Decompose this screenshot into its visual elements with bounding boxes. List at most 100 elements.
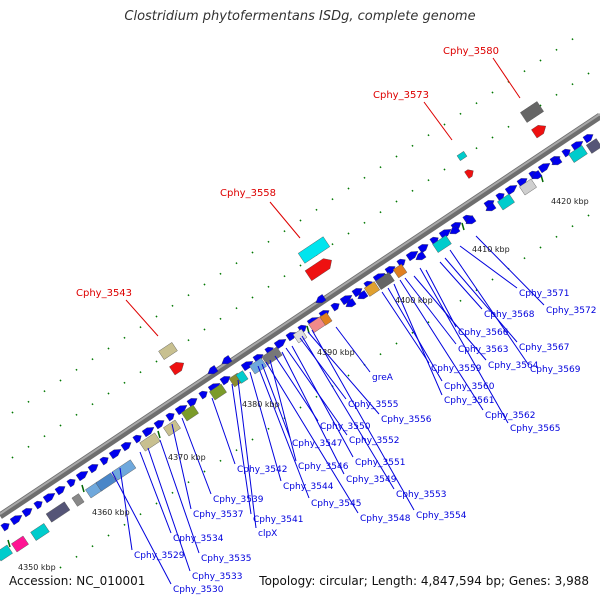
- gene-label-cphy-3553[interactable]: Cphy_3553: [396, 490, 446, 500]
- gene-label-cphy-3572[interactable]: Cphy_3572: [546, 306, 596, 316]
- gene-label-cphy-3552[interactable]: Cphy_3552: [349, 436, 399, 446]
- forward-gene-arrow[interactable]: [165, 411, 177, 422]
- reverse-gene-box[interactable]: [45, 501, 71, 523]
- reverse-gene-arrow[interactable]: [484, 202, 497, 213]
- gene-label-cphy-3542[interactable]: Cphy_3542: [237, 465, 287, 475]
- forward-gene-arrow[interactable]: [99, 455, 111, 466]
- upper-gene-cphy-3543[interactable]: [158, 342, 178, 360]
- reverse-gene-box[interactable]: [111, 459, 137, 481]
- reverse-gene-box[interactable]: [181, 404, 199, 422]
- reverse-gene-box[interactable]: [585, 138, 600, 154]
- reverse-gene-box[interactable]: [139, 432, 161, 452]
- reverse-gene-arrow[interactable]: [448, 225, 461, 236]
- forward-gene-arrow[interactable]: [330, 301, 342, 312]
- gene-label-cphy-3543[interactable]: Cphy_3543: [76, 288, 132, 299]
- reverse-gene-box[interactable]: [292, 328, 308, 344]
- forward-gene-arrow[interactable]: [33, 499, 45, 510]
- gene-label-cphy-3573[interactable]: Cphy_3573: [373, 90, 429, 101]
- forward-gene-arrow[interactable]: [504, 182, 519, 196]
- gene-label-cphy-3533[interactable]: Cphy_3533: [192, 572, 242, 582]
- gene-label-cphy-3555[interactable]: Cphy_3555: [348, 400, 398, 410]
- gene-label-cphy-3530[interactable]: Cphy_3530: [173, 585, 224, 595]
- gene-label-cphy-3564[interactable]: Cphy_3564: [488, 361, 539, 371]
- upper-gene-cphy-3573[interactable]: [456, 151, 468, 161]
- forward-gene-arrow[interactable]: [75, 468, 90, 482]
- forward-gene-arrow[interactable]: [0, 521, 12, 532]
- reverse-gene-arrow[interactable]: [314, 294, 327, 305]
- forward-gene-arrow[interactable]: [339, 292, 354, 306]
- forward-gene-arrow[interactable]: [174, 402, 189, 416]
- gene-label-cphy-3565[interactable]: Cphy_3565: [510, 424, 560, 434]
- gene-label-cphy-3544[interactable]: Cphy_3544: [283, 482, 334, 492]
- upper-gene-cphy-3580[interactable]: [520, 101, 544, 123]
- forward-gene-arrow[interactable]: [132, 433, 144, 444]
- reverse-gene-box[interactable]: [71, 493, 85, 507]
- reverse-gene-box[interactable]: [261, 346, 283, 366]
- gene-label-cphy-3546[interactable]: Cphy_3546: [298, 462, 349, 472]
- gene-label-cphy-3563[interactable]: Cphy_3563: [458, 345, 508, 355]
- forward-gene-arrow[interactable]: [186, 396, 199, 408]
- forward-gene-arrow[interactable]: [153, 418, 166, 430]
- reverse-gene-box[interactable]: [11, 535, 29, 553]
- reverse-gene-box[interactable]: [0, 544, 13, 562]
- gene-label-grea[interactable]: greA: [372, 373, 394, 383]
- gene-label-cphy-3541[interactable]: Cphy_3541: [253, 515, 303, 525]
- reverse-gene-arrow[interactable]: [206, 365, 219, 376]
- reverse-gene-arrow[interactable]: [550, 156, 563, 167]
- reverse-gene-box[interactable]: [432, 235, 452, 253]
- gene-label-cphy-3545[interactable]: Cphy_3545: [311, 499, 361, 509]
- reverse-gene-box[interactable]: [235, 370, 249, 384]
- upper-gene-arrow[interactable]: [304, 255, 335, 281]
- gene-label-cphy-3562[interactable]: Cphy_3562: [485, 411, 535, 421]
- gene-label-cphy-3571[interactable]: Cphy_3571: [519, 289, 569, 299]
- forward-gene-arrow[interactable]: [66, 477, 78, 488]
- forward-gene-arrow[interactable]: [120, 440, 133, 452]
- reverse-gene-box[interactable]: [163, 419, 181, 437]
- gene-label-cphy-3548[interactable]: Cphy_3548: [360, 514, 411, 524]
- reverse-gene-arrow[interactable]: [356, 290, 369, 301]
- gene-label-cphy-3534[interactable]: Cphy_3534: [173, 534, 224, 544]
- gene-label-cphy-3558[interactable]: Cphy_3558: [220, 188, 276, 199]
- forward-gene-arrow[interactable]: [561, 147, 573, 158]
- reverse-gene-box[interactable]: [30, 523, 50, 541]
- gene-label-cphy-3556[interactable]: Cphy_3556: [381, 415, 432, 425]
- gene-label-cphy-3559[interactable]: Cphy_3559: [431, 364, 482, 374]
- forward-gene-arrow[interactable]: [108, 446, 123, 460]
- reverse-gene-box[interactable]: [95, 472, 117, 492]
- reverse-gene-box[interactable]: [319, 312, 333, 326]
- upper-gene-arrow[interactable]: [464, 167, 475, 179]
- reverse-gene-box[interactable]: [363, 281, 381, 297]
- reverse-gene-arrow[interactable]: [414, 251, 427, 262]
- gene-label-cphy-3535[interactable]: Cphy_3535: [201, 554, 251, 564]
- forward-gene-arrow[interactable]: [405, 248, 420, 262]
- forward-gene-arrow[interactable]: [417, 242, 430, 254]
- forward-gene-arrow[interactable]: [9, 512, 24, 526]
- gene-label-cphy-3550[interactable]: Cphy_3550: [320, 422, 371, 432]
- gene-label-cphy-3549[interactable]: Cphy_3549: [346, 475, 397, 485]
- forward-gene-arrow[interactable]: [351, 286, 364, 298]
- reverse-gene-arrow[interactable]: [464, 215, 477, 226]
- reverse-gene-arrow[interactable]: [344, 298, 357, 309]
- gene-label-cphy-3551[interactable]: Cphy_3551: [355, 458, 405, 468]
- forward-gene-arrow[interactable]: [219, 374, 232, 386]
- gene-label-cphy-3547[interactable]: Cphy_3547: [292, 439, 342, 449]
- gene-label-cphy-3580[interactable]: Cphy_3580: [443, 46, 499, 57]
- forward-gene-arrow[interactable]: [198, 389, 210, 400]
- reverse-gene-box[interactable]: [519, 178, 537, 196]
- reverse-gene-box[interactable]: [375, 272, 395, 290]
- upper-gene-arrow[interactable]: [531, 122, 548, 139]
- forward-gene-arrow[interactable]: [141, 424, 156, 438]
- upper-gene-cphy-3558[interactable]: [297, 236, 331, 264]
- forward-gene-arrow[interactable]: [582, 132, 595, 144]
- reverse-gene-box[interactable]: [568, 145, 588, 163]
- reverse-gene-arrow[interactable]: [220, 355, 233, 366]
- forward-gene-arrow[interactable]: [570, 138, 585, 152]
- gene-label-cphy-3537[interactable]: Cphy_3537: [193, 510, 243, 520]
- reverse-gene-box[interactable]: [392, 263, 408, 279]
- gene-label-cphy-3560[interactable]: Cphy_3560: [444, 382, 495, 392]
- forward-gene-arrow[interactable]: [54, 484, 67, 496]
- gene-label-cphy-3529[interactable]: Cphy_3529: [134, 551, 185, 561]
- forward-gene-arrow[interactable]: [537, 160, 552, 174]
- reverse-gene-arrow[interactable]: [530, 170, 543, 181]
- gene-label-clpx[interactable]: clpX: [258, 529, 277, 539]
